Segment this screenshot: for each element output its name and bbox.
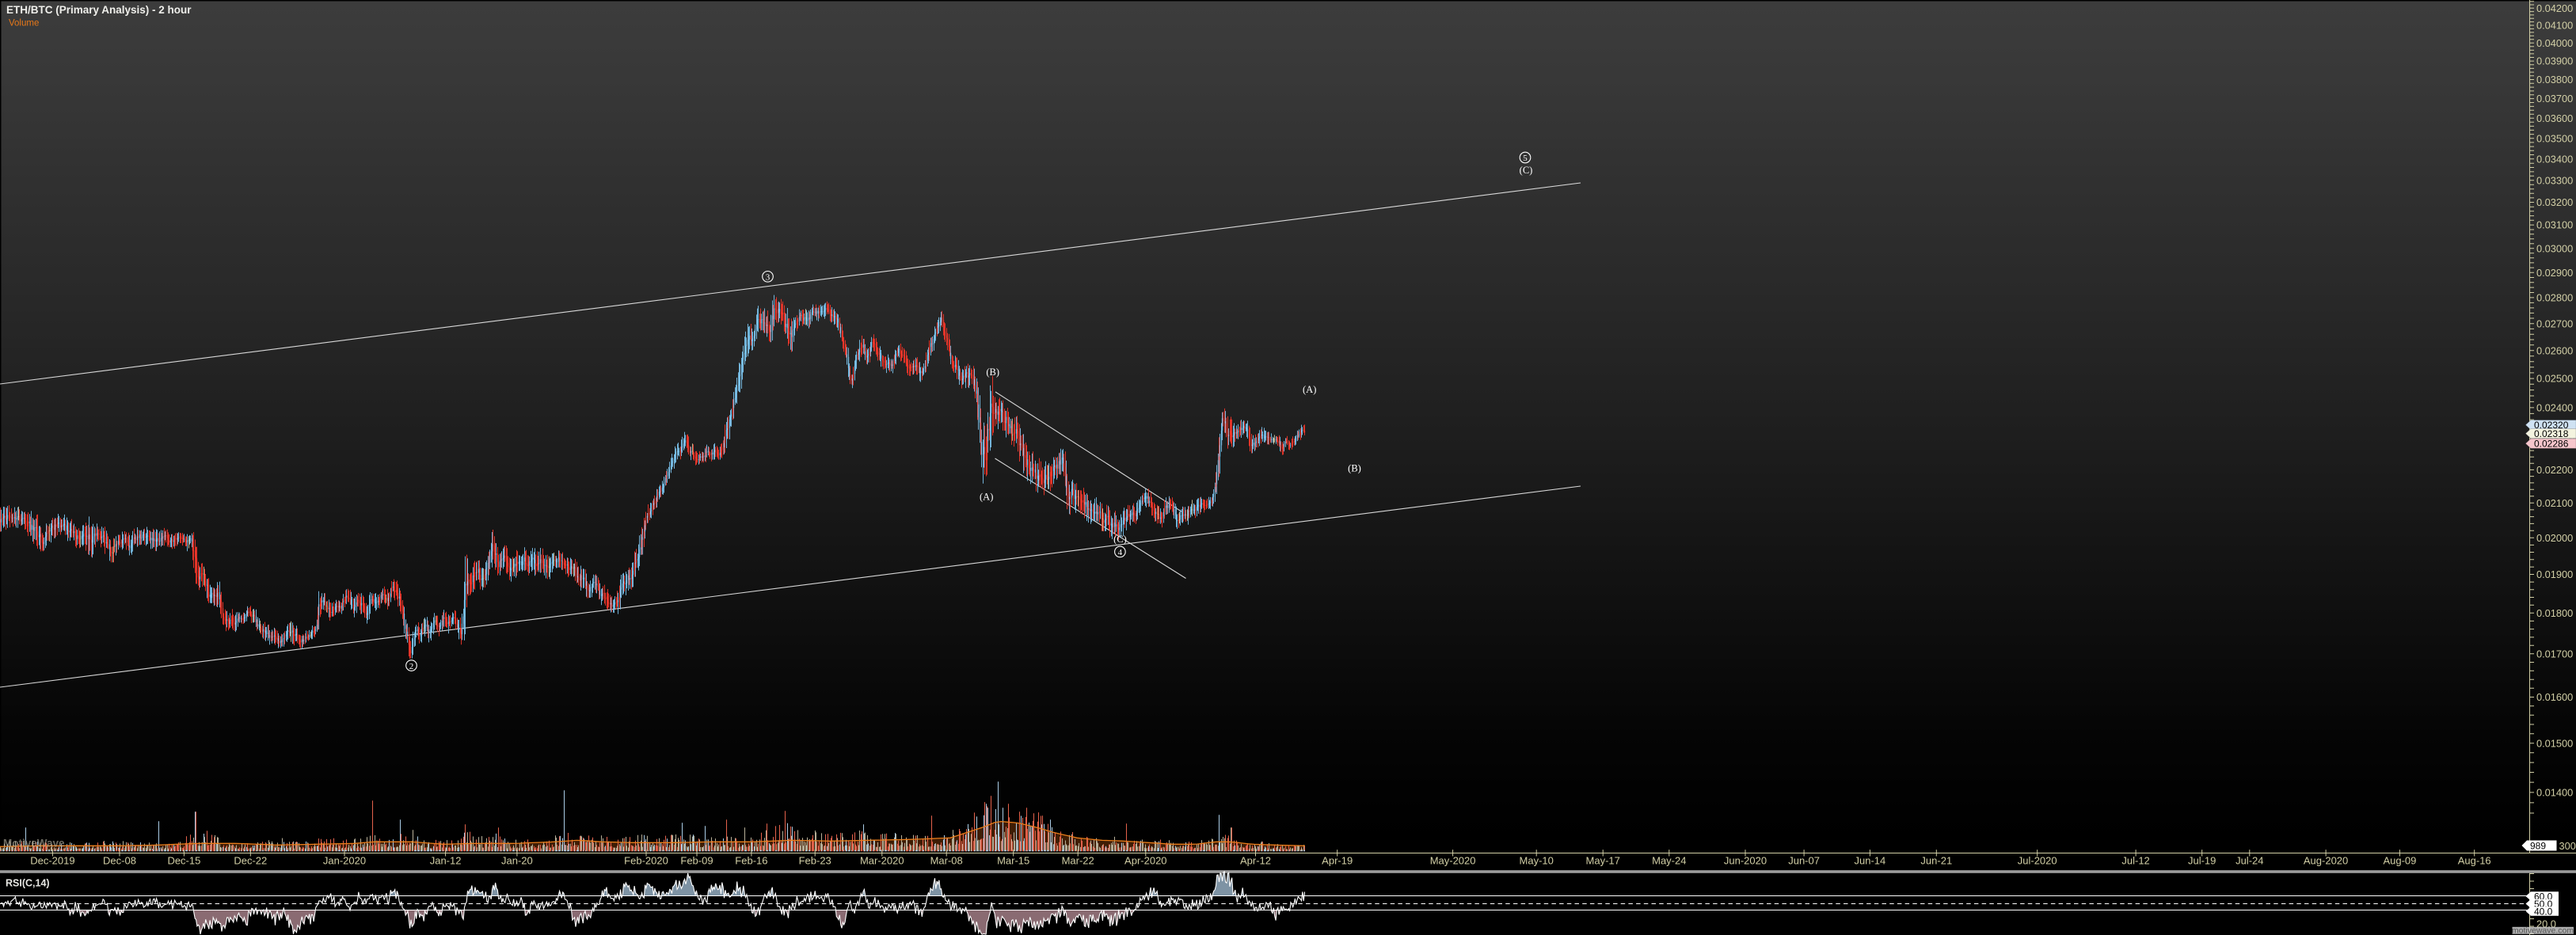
svg-text:MotiveWave: MotiveWave [3, 838, 65, 849]
svg-text:0.03700: 0.03700 [2536, 93, 2573, 105]
svg-text:Mar-2020: Mar-2020 [860, 855, 904, 867]
svg-text:0.02100: 0.02100 [2536, 497, 2573, 509]
svg-text:Aug-09: Aug-09 [2383, 855, 2416, 867]
svg-text:(B): (B) [986, 367, 999, 378]
svg-text:Jul-12: Jul-12 [2121, 855, 2149, 867]
svg-text:0.01400: 0.01400 [2536, 787, 2573, 799]
svg-text:(C): (C) [1520, 165, 1533, 176]
svg-text:Mar-22: Mar-22 [1062, 855, 1094, 867]
svg-text:RSI(C,14): RSI(C,14) [6, 878, 50, 889]
svg-text:0.01900: 0.01900 [2536, 568, 2573, 580]
svg-text:Jun-14: Jun-14 [1855, 855, 1886, 867]
svg-text:0.02800: 0.02800 [2536, 292, 2573, 304]
svg-text:May-2020: May-2020 [1430, 855, 1476, 867]
svg-text:0.03000: 0.03000 [2536, 242, 2573, 254]
svg-text:May-24: May-24 [1652, 855, 1686, 867]
svg-text:5: 5 [1523, 154, 1528, 163]
svg-text:0.02318: 0.02318 [2534, 428, 2569, 439]
svg-text:Volume: Volume [9, 19, 39, 29]
svg-text:0.03400: 0.03400 [2536, 153, 2573, 165]
svg-text:3: 3 [766, 273, 771, 283]
svg-text:Jan-2020: Jan-2020 [323, 855, 366, 867]
svg-text:Aug-2020: Aug-2020 [2304, 855, 2348, 867]
svg-text:0.04000: 0.04000 [2536, 37, 2573, 49]
svg-text:motivewave.com: motivewave.com [2512, 925, 2574, 935]
svg-text:Dec-22: Dec-22 [234, 855, 267, 867]
svg-text:0.02900: 0.02900 [2536, 267, 2573, 279]
svg-text:0.03500: 0.03500 [2536, 132, 2573, 144]
svg-text:20.0: 20.0 [2536, 918, 2556, 929]
svg-text:989: 989 [2530, 840, 2546, 851]
svg-text:Jun-07: Jun-07 [1788, 855, 1820, 867]
svg-text:0.02000: 0.02000 [2536, 532, 2573, 544]
svg-text:Jan-20: Jan-20 [501, 855, 533, 867]
svg-text:Feb-09: Feb-09 [680, 855, 713, 867]
svg-text:ETH/BTC (Primary Analysis) - 2: ETH/BTC (Primary Analysis) - 2 hour [6, 4, 192, 16]
svg-text:0.03300: 0.03300 [2536, 174, 2573, 186]
svg-text:Mar-15: Mar-15 [997, 855, 1029, 867]
svg-text:Jul-24: Jul-24 [2235, 855, 2263, 867]
svg-text:Mar-08: Mar-08 [930, 855, 963, 867]
svg-text:0.02500: 0.02500 [2536, 373, 2573, 385]
svg-text:0.03600: 0.03600 [2536, 112, 2573, 124]
svg-text:0.04200: 0.04200 [2536, 2, 2573, 14]
svg-text:(A): (A) [1303, 384, 1316, 395]
svg-text:May-17: May-17 [1586, 855, 1620, 867]
svg-text:0.01700: 0.01700 [2536, 648, 2573, 659]
svg-text:Jul-2020: Jul-2020 [2018, 855, 2057, 867]
svg-text:Aug-16: Aug-16 [2458, 855, 2491, 867]
svg-text:Jun-21: Jun-21 [1920, 855, 1952, 867]
svg-text:4: 4 [1118, 548, 1123, 557]
svg-text:Feb-2020: Feb-2020 [624, 855, 668, 867]
svg-text:May-10: May-10 [1520, 855, 1554, 867]
svg-text:Feb-23: Feb-23 [799, 855, 831, 867]
svg-text:(A): (A) [980, 492, 993, 503]
svg-text:0.02320: 0.02320 [2534, 420, 2569, 431]
svg-text:0.02286: 0.02286 [2534, 439, 2569, 450]
svg-text:0.03200: 0.03200 [2536, 196, 2573, 208]
svg-text:Jan-12: Jan-12 [430, 855, 462, 867]
svg-text:40.0: 40.0 [2534, 906, 2553, 917]
svg-text:Apr-2020: Apr-2020 [1124, 855, 1166, 867]
svg-text:300: 300 [2559, 840, 2576, 852]
svg-text:0.02600: 0.02600 [2536, 344, 2573, 356]
svg-text:0.02400: 0.02400 [2536, 402, 2573, 414]
svg-text:Jun-2020: Jun-2020 [1724, 855, 1767, 867]
svg-text:Apr-19: Apr-19 [1322, 855, 1353, 867]
svg-text:Apr-12: Apr-12 [1240, 855, 1271, 867]
svg-text:Dec-2019: Dec-2019 [30, 855, 74, 867]
svg-text:0.03900: 0.03900 [2536, 55, 2573, 67]
svg-text:0.03800: 0.03800 [2536, 74, 2573, 86]
svg-text:0.04100: 0.04100 [2536, 20, 2573, 32]
svg-text:0.01600: 0.01600 [2536, 691, 2573, 703]
svg-text:0.01800: 0.01800 [2536, 607, 2573, 619]
svg-text:0.01500: 0.01500 [2536, 737, 2573, 749]
svg-text:Dec-15: Dec-15 [167, 855, 200, 867]
svg-text:0.02700: 0.02700 [2536, 317, 2573, 329]
svg-text:Jul-19: Jul-19 [2188, 855, 2216, 867]
svg-text:Feb-16: Feb-16 [735, 855, 767, 867]
svg-text:2: 2 [409, 662, 414, 671]
svg-text:0.03100: 0.03100 [2536, 219, 2573, 231]
svg-text:(B): (B) [1348, 462, 1361, 473]
svg-text:(C): (C) [1113, 534, 1127, 545]
svg-text:0.02200: 0.02200 [2536, 464, 2573, 476]
svg-text:Dec-08: Dec-08 [103, 855, 136, 867]
